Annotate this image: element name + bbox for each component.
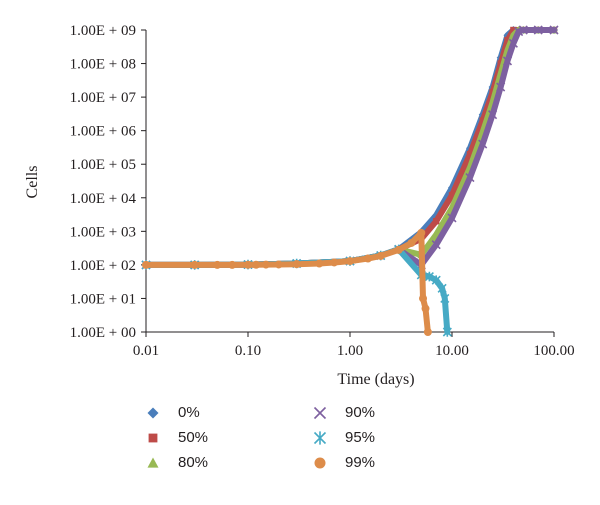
y-tick-label: 1.00E + 00 bbox=[70, 325, 136, 341]
data-point-99 bbox=[228, 260, 237, 269]
data-point-99 bbox=[252, 260, 261, 269]
data-point-90 bbox=[488, 110, 498, 120]
data-point-50 bbox=[479, 117, 486, 124]
data-point-95 bbox=[440, 293, 450, 304]
data-point-99 bbox=[190, 260, 199, 269]
data-point-99 bbox=[142, 260, 150, 269]
data-point-90 bbox=[549, 25, 559, 35]
data-point-50 bbox=[504, 36, 511, 44]
data-point-99 bbox=[423, 328, 432, 336]
y-tick-label: 1.00E + 04 bbox=[70, 191, 137, 207]
series-99 bbox=[142, 228, 432, 336]
data-point-99 bbox=[419, 294, 428, 303]
y-tick-label: 1.00E + 03 bbox=[70, 224, 136, 240]
x-tick-label: 0.01 bbox=[133, 343, 159, 359]
data-point-95 bbox=[431, 275, 441, 285]
data-point-99 bbox=[346, 257, 354, 266]
data-point-95 bbox=[442, 327, 452, 337]
series-90 bbox=[141, 25, 559, 270]
data-point-99 bbox=[417, 228, 426, 237]
x-tick-label: 100.00 bbox=[533, 343, 574, 359]
y-axis-title: Cells bbox=[24, 166, 41, 199]
data-point-90 bbox=[518, 25, 528, 35]
data-point-95 bbox=[424, 271, 434, 282]
y-tick-label: 1.00E + 05 bbox=[70, 157, 136, 173]
data-point-99 bbox=[244, 260, 252, 269]
x-tick-label: 10.00 bbox=[435, 343, 469, 359]
data-point-90 bbox=[478, 139, 488, 149]
data-point-99 bbox=[421, 304, 430, 313]
data-point-50 bbox=[433, 218, 440, 225]
axes bbox=[141, 29, 555, 337]
series-80 bbox=[142, 26, 558, 269]
series-line-80 bbox=[143, 27, 557, 268]
series-line-99 bbox=[143, 229, 431, 335]
data-point-99 bbox=[274, 260, 283, 269]
series-50 bbox=[142, 26, 558, 269]
data-point-90 bbox=[431, 240, 441, 250]
data-point-50 bbox=[466, 150, 474, 158]
data-point-99 bbox=[394, 245, 403, 254]
data-point-99 bbox=[376, 251, 385, 260]
data-point-99 bbox=[315, 259, 324, 268]
plot-series bbox=[141, 25, 559, 337]
y-tick-label: 1.00E + 02 bbox=[70, 258, 136, 274]
y-tick-label: 1.00E + 01 bbox=[70, 291, 136, 307]
y-tick-label: 1.00E + 06 bbox=[70, 124, 137, 140]
data-point-95 bbox=[437, 283, 447, 294]
series-line-90 bbox=[143, 27, 557, 268]
series-95 bbox=[141, 244, 452, 337]
y-axis-ticks: 1.00E + 00 1.00E + 01 1.00E + 02 1.00E + 03… bbox=[70, 23, 137, 341]
y-tick-label: 1.00E + 09 bbox=[70, 23, 136, 39]
series-line-50 bbox=[143, 27, 557, 268]
x-axis-ticks: 0.01 0.10 1.00 10.00 100.00 bbox=[133, 343, 575, 359]
data-point-90 bbox=[447, 213, 457, 223]
data-point-50 bbox=[510, 26, 517, 34]
series-0 bbox=[142, 26, 558, 269]
data-point-99 bbox=[407, 238, 416, 247]
data-point-99 bbox=[261, 260, 270, 269]
data-point-90 bbox=[502, 56, 513, 66]
x-axis-title: Time (days) bbox=[337, 371, 414, 388]
x-tick-label: 0.10 bbox=[235, 343, 261, 359]
data-point-99 bbox=[330, 258, 339, 267]
data-point-90 bbox=[465, 173, 475, 183]
y-tick-label: 1.00E + 08 bbox=[70, 57, 136, 73]
series-line-0 bbox=[143, 27, 557, 268]
data-point-99 bbox=[363, 254, 372, 263]
y-tick-label: 1.00E + 07 bbox=[70, 90, 137, 106]
data-point-99 bbox=[213, 260, 222, 269]
data-point-50 bbox=[448, 191, 456, 199]
x-tick-label: 1.00 bbox=[337, 343, 363, 359]
data-point-90 bbox=[533, 25, 543, 35]
data-point-99 bbox=[292, 260, 301, 269]
data-point-90 bbox=[508, 38, 518, 48]
data-point-90 bbox=[496, 82, 506, 92]
